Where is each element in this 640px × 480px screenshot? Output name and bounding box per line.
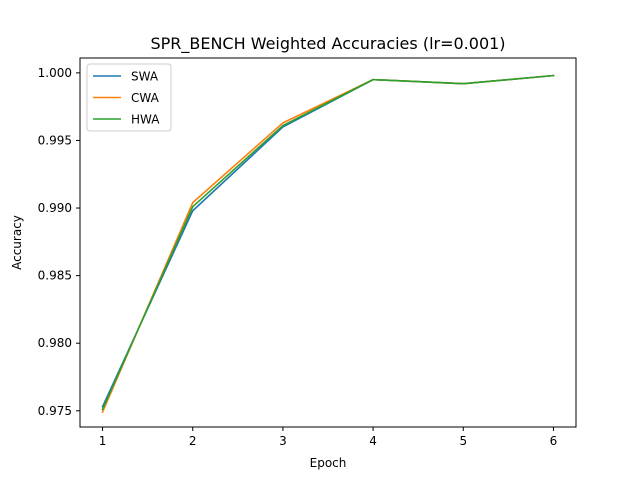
legend-label-swa: SWA <box>131 70 159 84</box>
x-axis-ticks: 1 2 3 4 5 6 <box>99 427 558 448</box>
series-layer <box>101 74 555 414</box>
x-tick-label: 2 <box>189 434 197 448</box>
y-tick-label: 0.995 <box>38 133 72 147</box>
legend-label-hwa: HWA <box>131 113 160 127</box>
legend-box <box>86 63 172 132</box>
chart-title: SPR_BENCH Weighted Accuracies (lr=0.001) <box>150 34 505 54</box>
x-tick-label: 3 <box>279 434 287 448</box>
y-axis-ticks: 0.975 0.980 0.985 0.990 0.995 1.000 <box>38 66 80 418</box>
x-tick-label: 4 <box>369 434 377 448</box>
x-tick-label: 6 <box>550 434 558 448</box>
y-tick-label: 1.000 <box>38 66 72 80</box>
x-axis-label: Epoch <box>310 456 347 470</box>
legend-label-cwa: CWA <box>131 91 160 105</box>
x-tick-label: 1 <box>99 434 107 448</box>
legend-entries: SWA CWA HWA <box>93 70 160 127</box>
y-tick-label: 0.980 <box>38 336 72 350</box>
x-tick-label: 5 <box>459 434 467 448</box>
y-tick-label: 0.975 <box>38 404 72 418</box>
y-tick-label: 0.985 <box>38 269 72 283</box>
y-tick-label: 0.990 <box>38 201 72 215</box>
plot-frame <box>79 57 577 428</box>
legend: SWA CWA HWA <box>86 63 172 132</box>
series-line-hwa <box>101 74 555 411</box>
y-axis-label: Accuracy <box>10 215 24 270</box>
